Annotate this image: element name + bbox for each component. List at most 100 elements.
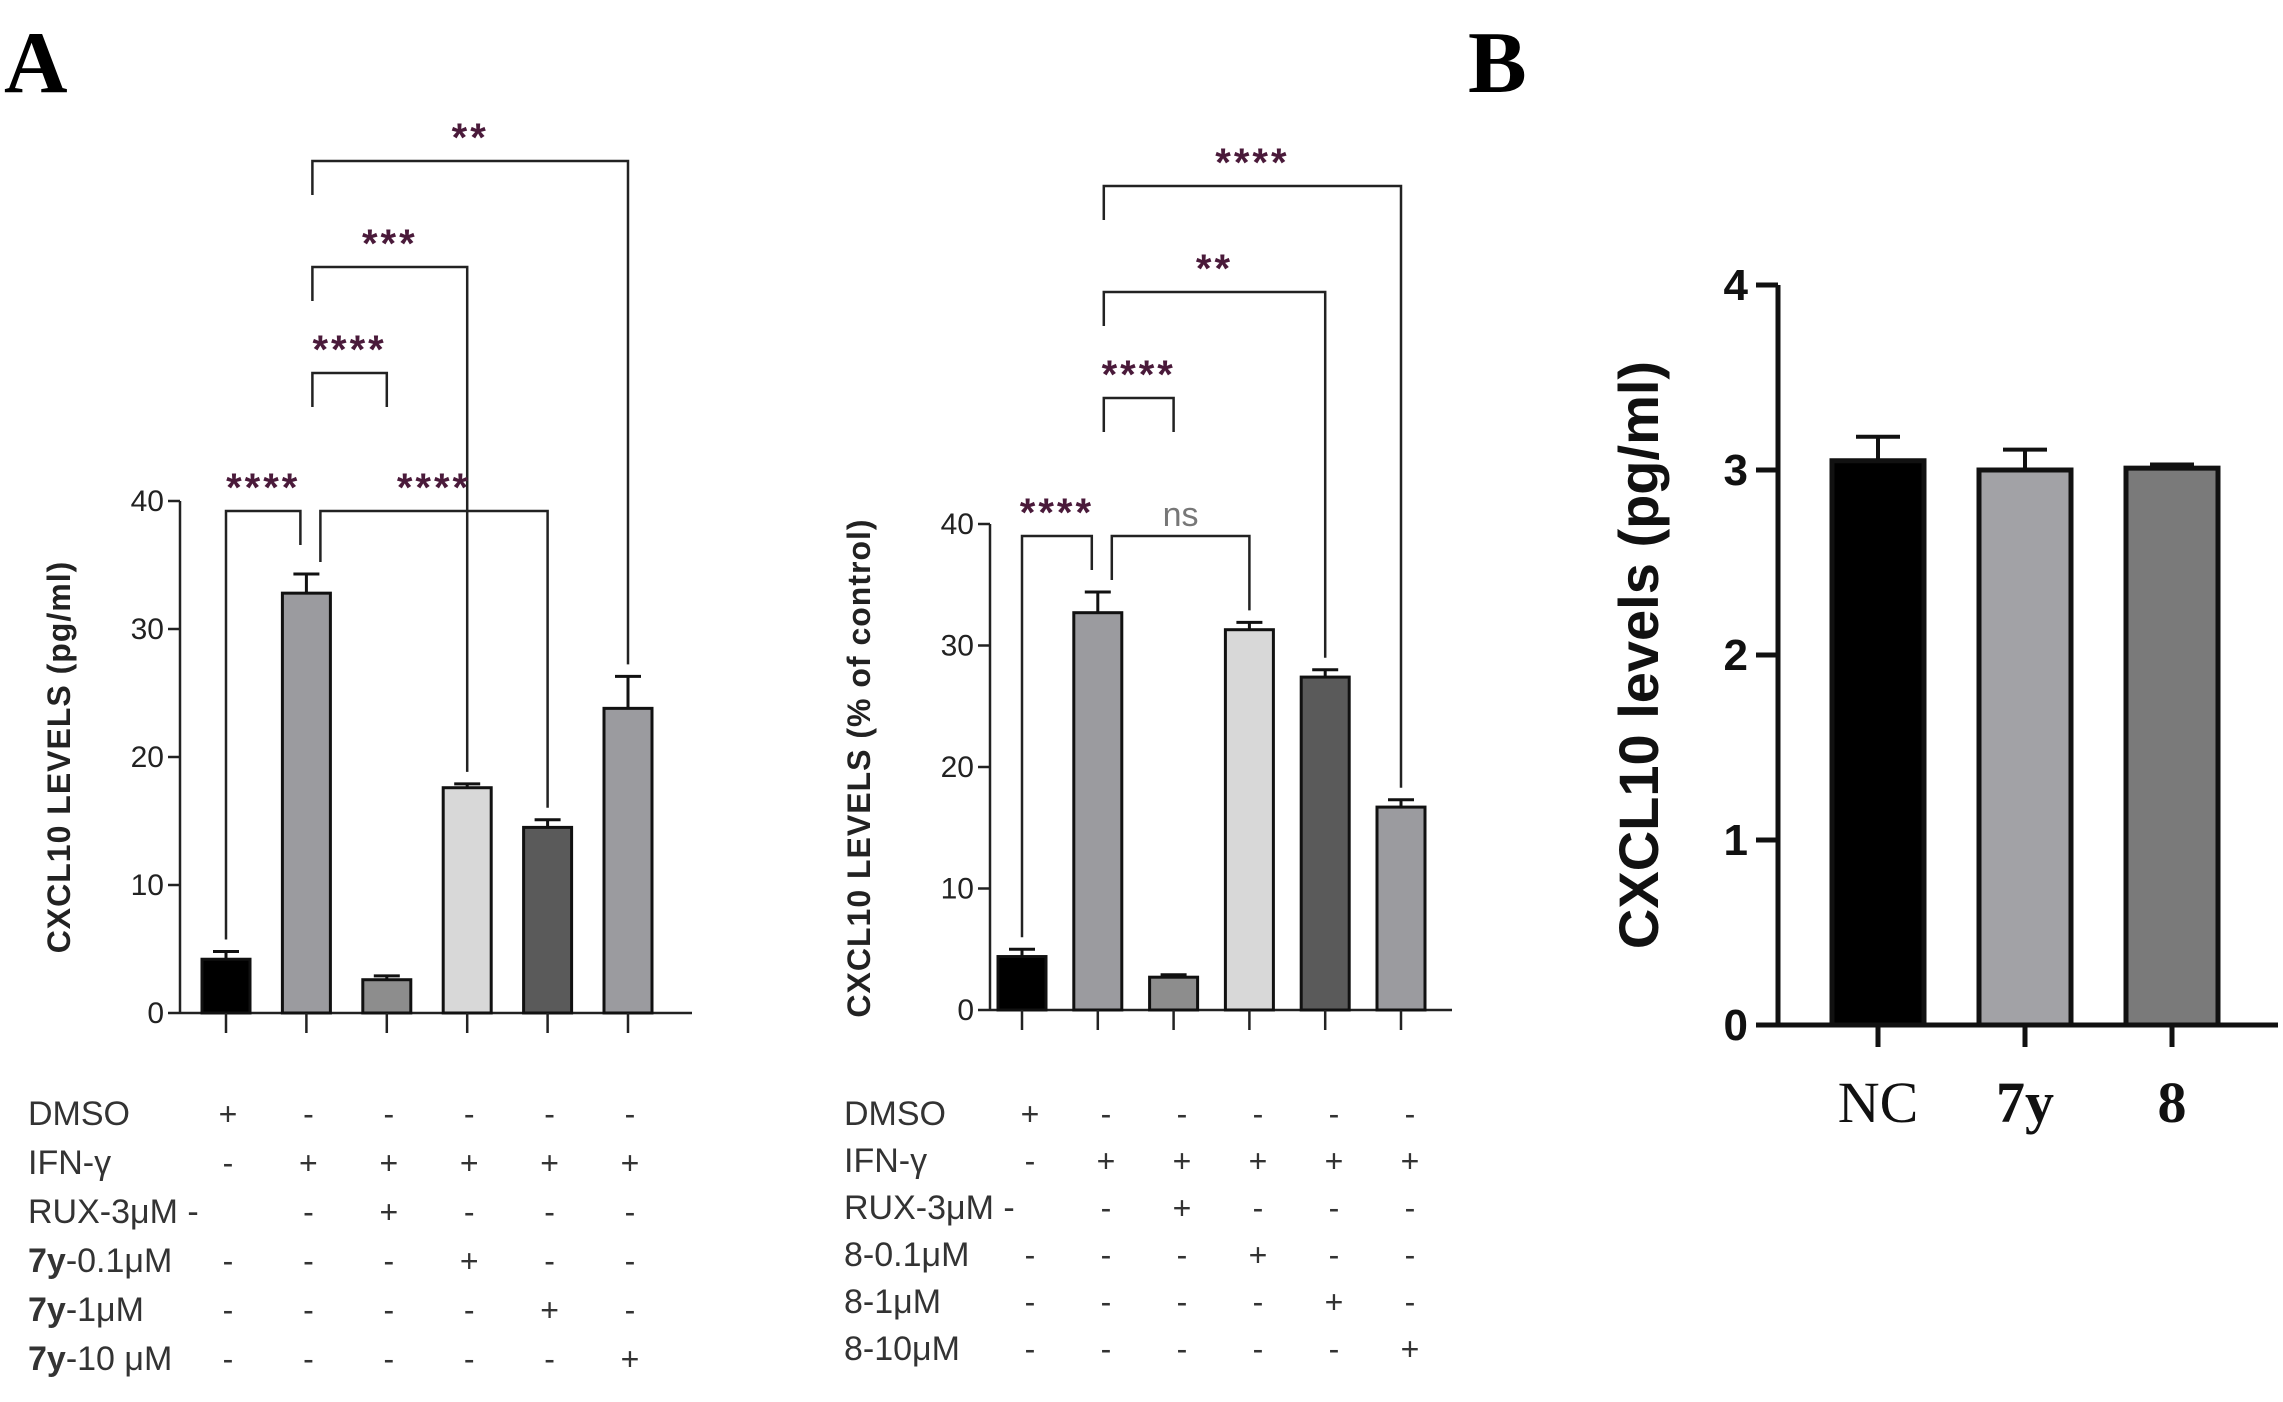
condition-sign: + [1173,1190,1192,1226]
condition-sign: - [544,1096,555,1132]
condition-sign: + [460,1145,479,1181]
significance-stars: **** [226,466,300,510]
condition-text: -1μM [66,1291,144,1329]
bar [1148,975,1200,1012]
condition-label: IFN-γ [844,1142,927,1180]
y-tick-label: 10 [131,869,164,902]
bar [1072,611,1124,1012]
condition-text: 8-10μM [844,1330,960,1368]
condition-sign: - [1177,1096,1188,1132]
y-axis-label: CXCL10 levels (pg/ml) [1607,361,1670,949]
significance-stars: **** [1020,491,1094,535]
condition-label: 8-0.1μM [844,1236,969,1274]
significance-bracket [319,509,549,808]
condition-sign: - [464,1194,475,1230]
condition-sign: - [625,1292,636,1328]
bar [1829,458,1927,1028]
condition-text: DMSO [28,1095,130,1133]
bar [602,706,654,1015]
condition-sign: - [1329,1190,1340,1226]
panel-a-letter: A [4,15,68,112]
condition-sign: + [1249,1143,1268,1179]
condition-label: 7y-10 μM [28,1340,172,1378]
condition-sign: - [1177,1237,1188,1273]
significance-stars: ** [1196,247,1233,291]
y-tick-label: 0 [147,997,164,1030]
y-tick-label: 4 [1724,261,1749,310]
y-tick-label: 10 [941,873,974,906]
condition-sign: - [303,1096,314,1132]
y-tick-label: 3 [1724,446,1748,495]
condition-sign: + [1401,1331,1420,1367]
condition-sign: + [1325,1143,1344,1179]
significance-bracket [1102,290,1327,658]
condition-sign: - [1025,1143,1036,1179]
condition-sign: + [621,1145,640,1181]
y-tick-label: 2 [1724,631,1748,680]
bar [1976,467,2074,1028]
condition-sign: - [625,1194,636,1230]
condition-label: 7y-0.1μM [28,1242,172,1280]
bar [1299,675,1351,1012]
y-tick-label: 20 [941,751,974,784]
y-axis-label: CXCL10 LEVELS (pg/ml) [41,561,77,954]
condition-label: DMSO [28,1095,130,1133]
condition-text: -10 μM [66,1340,173,1378]
condition-sign: - [1101,1284,1112,1320]
condition-sign: - [383,1341,394,1377]
condition-label: RUX-3μM - [28,1193,199,1231]
condition-sign: + [1325,1284,1344,1320]
condition-sign: - [625,1096,636,1132]
y-tick-label: 20 [131,741,164,774]
condition-sign: - [1025,1284,1036,1320]
condition-sign: + [1401,1143,1420,1179]
condition-sign: - [223,1292,234,1328]
significance-stars: ** [452,116,489,160]
condition-sign: + [540,1292,559,1328]
y-tick-label: 1 [1724,816,1748,865]
condition-text: RUX-3μM - [844,1189,1015,1227]
panel-b-letter: B [1468,15,1527,112]
condition-sign: + [460,1243,479,1279]
condition-sign: - [1101,1237,1112,1273]
condition-sign: - [223,1341,234,1377]
condition-sign: - [1101,1190,1112,1226]
condition-sign: - [464,1292,475,1328]
condition-label: IFN-γ [28,1144,111,1182]
bar [280,591,332,1015]
bar [996,955,1048,1012]
condition-sign: + [1097,1143,1116,1179]
condition-label: DMSO [844,1095,946,1133]
x-tick-label: NC [1838,1070,1919,1135]
bar [1375,805,1427,1012]
significance-bracket [311,159,630,665]
condition-sign: - [1253,1331,1264,1367]
condition-sign: - [1177,1331,1188,1367]
condition-sign: - [1405,1284,1416,1320]
condition-sign: + [299,1145,318,1181]
bar [200,957,252,1015]
condition-sign: + [621,1341,640,1377]
condition-label: 7y-1μM [28,1291,144,1329]
significance-stars: **** [1215,141,1289,185]
condition-prefix: 7y [28,1291,66,1329]
condition-sign: - [1329,1237,1340,1273]
bar [1223,628,1275,1012]
condition-sign: - [1101,1096,1112,1132]
condition-sign: - [223,1145,234,1181]
bar [441,786,493,1015]
significance-ns: ns [1163,496,1199,534]
condition-sign: - [1329,1096,1340,1132]
condition-sign: - [544,1243,555,1279]
significance-bracket [311,265,469,772]
condition-label: RUX-3μM - [844,1189,1015,1227]
y-axis-label: CXCL10 LEVELS (% of control) [841,518,877,1017]
condition-sign: - [303,1243,314,1279]
condition-sign: - [303,1292,314,1328]
condition-sign: - [1253,1190,1264,1226]
condition-text: RUX-3μM - [28,1193,199,1231]
y-tick-label: 40 [941,508,974,541]
condition-text: 8-1μM [844,1283,941,1321]
